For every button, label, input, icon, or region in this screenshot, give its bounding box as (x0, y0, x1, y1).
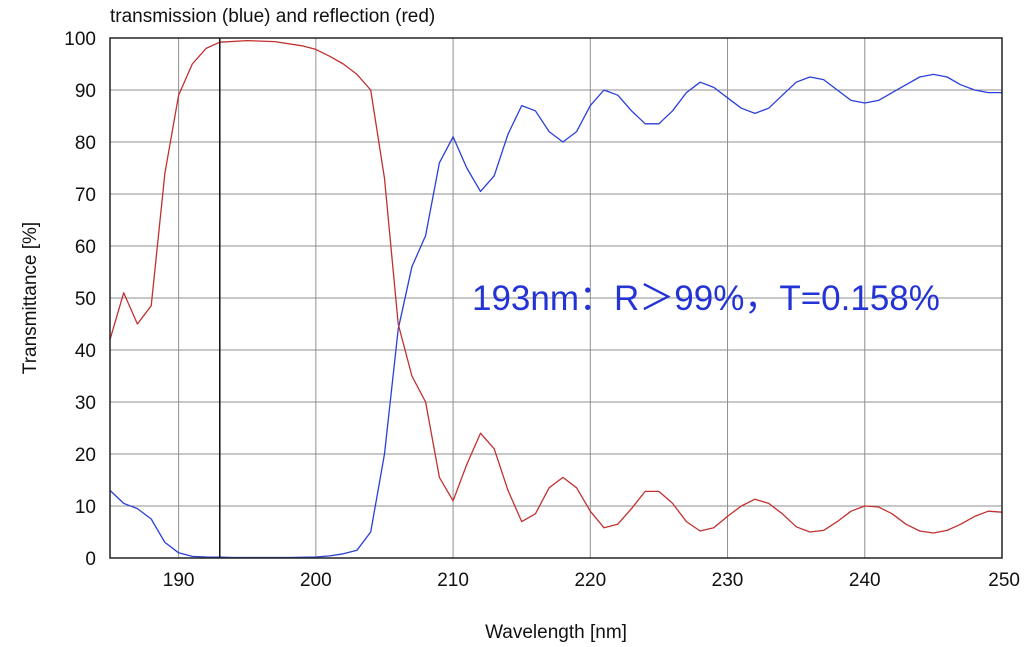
x-tick-label: 230 (712, 570, 744, 591)
y-tick-label: 80 (75, 133, 96, 154)
y-tick-label: 70 (75, 185, 96, 206)
y-tick-label: 50 (75, 289, 96, 310)
x-tick-label: 220 (574, 570, 606, 591)
chart-title: transmission (blue) and reflection (red) (110, 6, 435, 27)
x-tick-label: 210 (437, 570, 469, 591)
x-axis-label: Wavelength [nm] (485, 622, 627, 643)
y-tick-label: 40 (75, 341, 96, 362)
grid (110, 38, 1002, 558)
x-tick-label: 250 (988, 570, 1020, 591)
y-tick-label: 100 (64, 29, 96, 50)
series-line-reflection (109, 39, 1003, 534)
x-tick-label: 200 (300, 570, 332, 591)
y-tick-label: 60 (75, 237, 96, 258)
y-axis-label: Transmittance [%] (20, 222, 41, 374)
x-tick-label: 240 (849, 570, 881, 591)
x-tick-label: 190 (163, 570, 195, 591)
y-tick-label: 10 (75, 497, 96, 518)
annotation-193nm: 193nm：R＞99%，T=0.158% (472, 279, 940, 318)
y-tick-label: 20 (75, 445, 96, 466)
y-tick-label: 30 (75, 393, 96, 414)
y-tick-label: 0 (85, 549, 96, 570)
y-tick-label: 90 (75, 81, 96, 102)
plot-frame (109, 37, 1003, 559)
tick-labels: 0 10 20 30 40 50 60 70 80 90 100 190 200 210 220 230 240… (64, 29, 1020, 591)
